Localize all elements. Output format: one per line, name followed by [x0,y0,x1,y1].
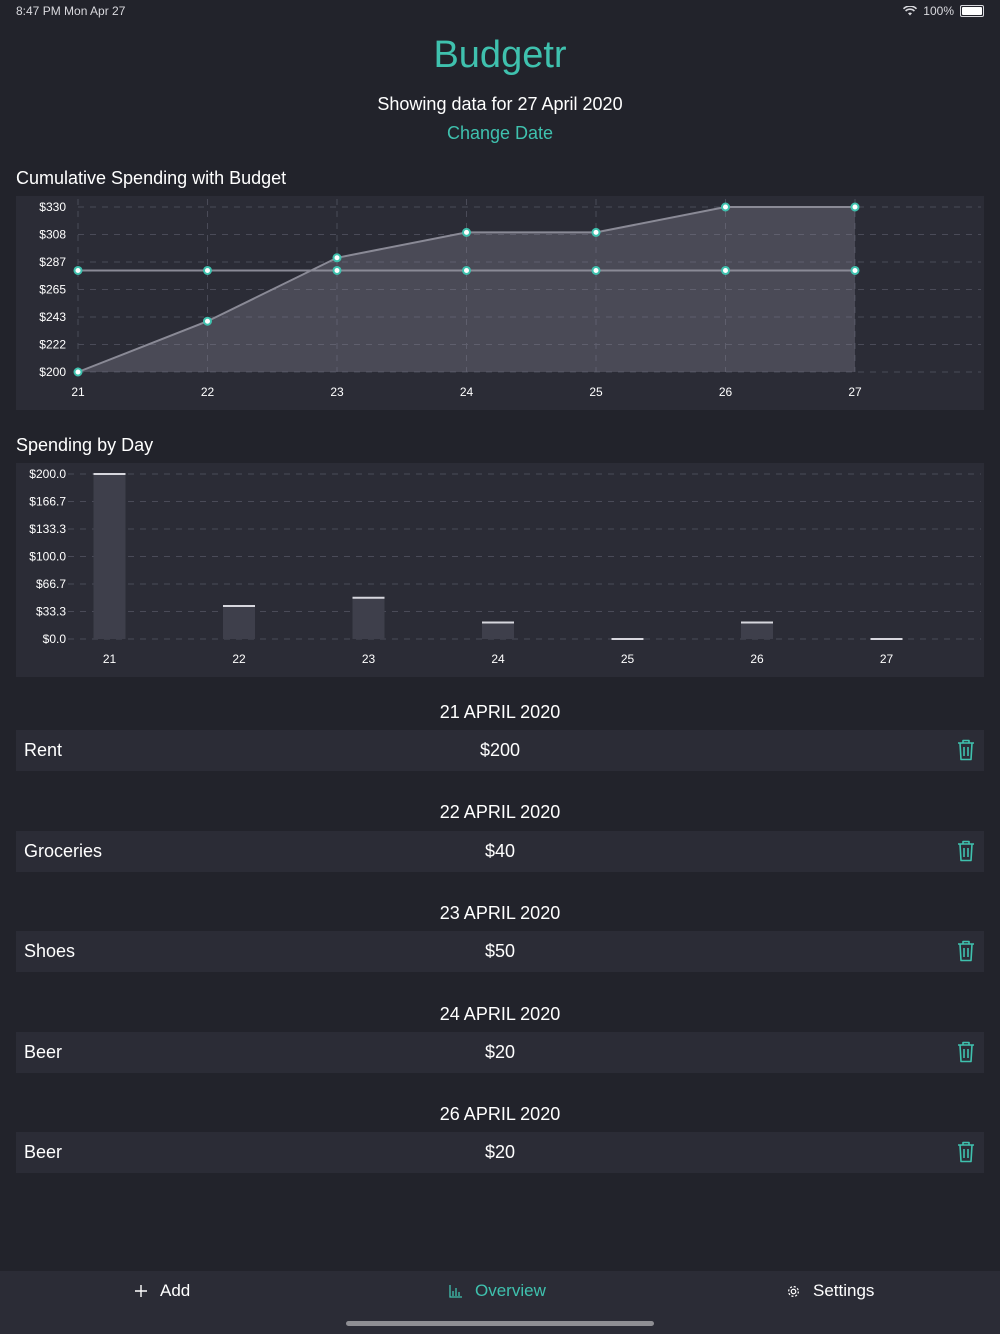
data-point [203,265,212,275]
y-tick-label: $308 [39,228,66,242]
data-point [591,265,601,275]
y-tick-label: $200.0 [29,467,66,481]
data-point [73,265,83,275]
expense-row[interactable]: Groceries $40 [16,831,984,872]
expense-row[interactable]: Beer $20 [16,1032,984,1073]
data-point [721,202,730,212]
data-point [850,265,860,275]
y-tick-label: $166.7 [29,495,66,509]
tab-add-label: Add [160,1281,191,1300]
trash-icon[interactable] [956,840,976,862]
data-point [332,253,342,263]
day-header: 22 APRIL 2020 [439,802,561,822]
y-tick-label: $100.0 [29,550,66,564]
expense-amount: $20 [484,1042,516,1062]
x-tick-label: 23 [362,652,376,666]
x-tick-label: 25 [621,652,635,666]
bar [741,622,773,639]
y-tick-label: $0.0 [43,632,67,646]
day-header: 24 APRIL 2020 [439,1004,561,1024]
x-tick-label: 24 [491,652,505,666]
data-point [462,227,471,237]
expense-amount: $200 [479,740,521,760]
expense-name: Beer [24,1042,63,1062]
cumulative-chart-svg: $330 $308 $287 $265 $243 $222 $200 21 22 23 24 25 26… [39,199,981,399]
expense-amount: $50 [484,941,516,961]
daily-chart-svg: $200.0 $166.7 $133.3 $100.0 $66.7 $33.3 $0.0 21… [29,467,981,666]
series-area [78,207,855,372]
expense-row[interactable]: Rent $200 [16,730,984,771]
wifi-icon [903,6,918,16]
tab-settings[interactable]: Settings [786,1281,874,1301]
expense-name: Groceries [24,841,103,861]
y-tick-label: $265 [39,283,66,297]
day-header: 23 APRIL 2020 [439,903,561,923]
y-tick-label: $287 [39,255,66,269]
x-tick-label: 26 [750,652,764,666]
cumulative-chart-title: Cumulative Spending with Budget [16,168,287,188]
x-tick-label: 23 [330,385,344,399]
gear-icon [788,1285,799,1297]
data-point [332,265,342,275]
expense-name: Shoes [24,941,76,961]
data-point [203,316,212,326]
cumulative-chart: $330 $308 $287 $265 $243 $222 $200 21 22 23 24 25 26… [16,196,984,410]
daily-chart: $200.0 $166.7 $133.3 $100.0 $66.7 $33.3 $0.0 21… [16,463,984,677]
trash-icon[interactable] [956,1041,976,1063]
day-header: 26 APRIL 2020 [439,1104,561,1124]
status-bar: 8:47 PM Mon Apr 27 100% [0,0,1000,24]
x-tick-label: 21 [71,385,85,399]
data-point [462,265,471,275]
x-tick-label: 22 [201,385,215,399]
tab-settings-label: Settings [813,1281,875,1300]
y-tick-label: $66.7 [36,577,66,591]
data-point [73,367,83,377]
tab-overview-label: Overview [475,1281,546,1300]
expense-name: Beer [24,1142,63,1162]
app-title: Budgetr [433,34,567,76]
bar [223,606,255,639]
day-header: 21 APRIL 2020 [439,702,561,722]
x-tick-label: 26 [719,385,733,399]
status-time: 8:47 PM Mon Apr 27 [16,4,126,18]
bar [482,622,514,639]
y-tick-label: $330 [39,200,66,214]
bar [93,474,126,639]
expense-row[interactable]: Shoes $50 [16,931,984,972]
battery-percent: 100% [923,4,954,18]
expense-amount: $40 [484,841,516,861]
date-subtitle: Showing data for 27 April 2020 [377,94,623,114]
expense-amount: $20 [484,1142,516,1162]
y-tick-label: $222 [39,338,66,352]
plus-icon [135,1285,147,1297]
x-tick-label: 22 [232,652,246,666]
tab-add[interactable]: Add [134,1281,190,1301]
trash-icon[interactable] [956,739,976,761]
x-tick-label: 27 [880,652,894,666]
daily-chart-title: Spending by Day [16,435,154,455]
bar-chart-icon [449,1285,462,1298]
x-tick-label: 27 [848,385,862,399]
battery-icon [960,5,984,17]
expense-name: Rent [24,740,63,760]
x-tick-label: 21 [103,652,117,666]
bar [352,597,385,639]
status-right: 100% [903,4,984,18]
y-tick-label: $33.3 [36,605,66,619]
expense-row[interactable]: Beer $20 [16,1132,984,1173]
change-date-button[interactable]: Change Date [446,123,554,143]
tab-overview[interactable]: Overview [449,1281,546,1301]
y-tick-label: $200 [39,365,66,379]
trash-icon[interactable] [956,940,976,962]
data-point [591,227,601,237]
data-point [721,265,730,275]
y-tick-label: $243 [39,310,66,324]
home-indicator [346,1321,654,1326]
x-tick-label: 25 [589,385,603,399]
y-tick-label: $133.3 [29,522,66,536]
trash-icon[interactable] [956,1141,976,1163]
data-point [850,202,860,212]
x-tick-label: 24 [460,385,474,399]
